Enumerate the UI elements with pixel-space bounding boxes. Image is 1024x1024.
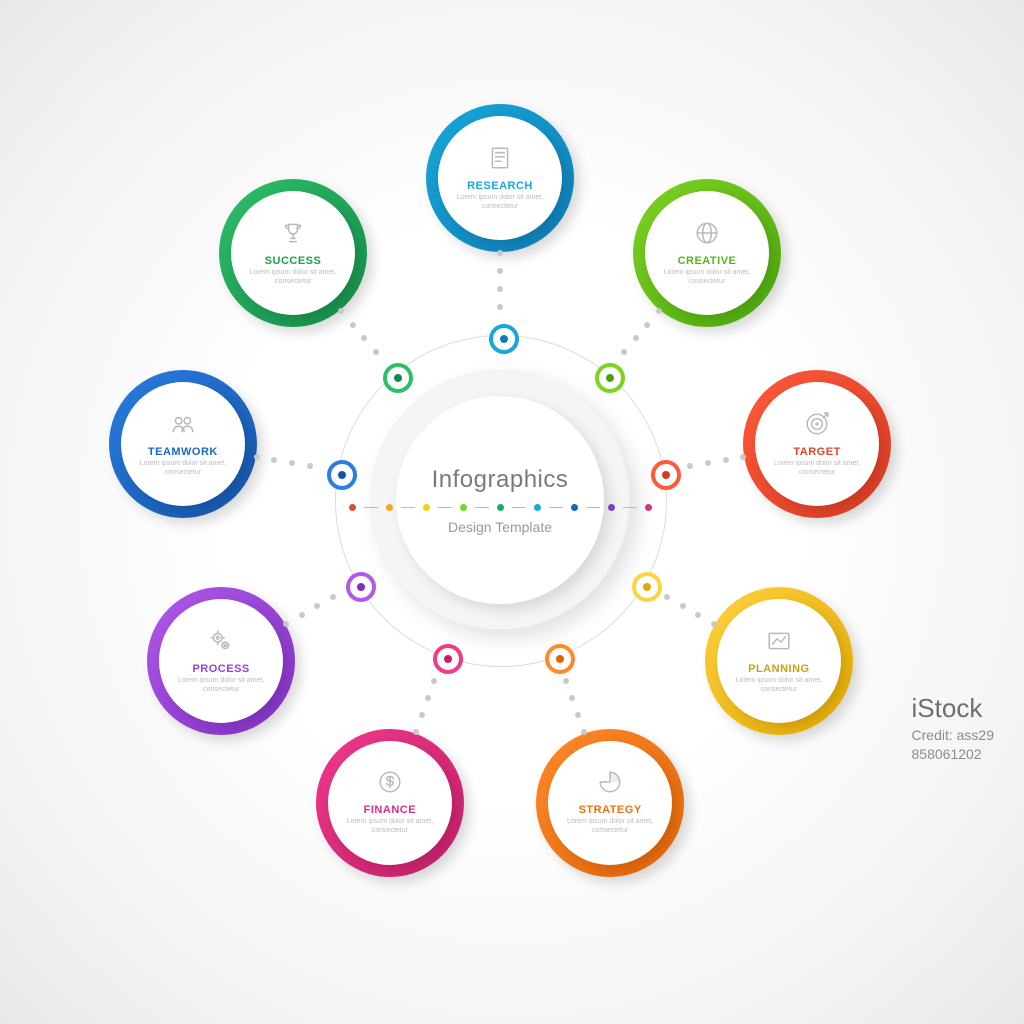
node-label: PROCESS (192, 663, 249, 675)
connector-pin (545, 644, 575, 674)
spoke-dot (299, 612, 305, 618)
pie-icon (597, 769, 623, 800)
center-subtitle: Design Template (448, 519, 552, 535)
node-lorem: Lorem ipsum dolor sit amet, consectetur (235, 269, 351, 287)
node-label: FINANCE (364, 804, 416, 816)
node-label: TEAMWORK (148, 446, 218, 458)
node-face: TARGET Lorem ipsum dolor sit amet, consec… (755, 382, 879, 506)
spoke-dot (413, 729, 419, 735)
spoke-dot (271, 457, 277, 463)
spoke-dot (621, 349, 627, 355)
spoke-dot (633, 335, 639, 341)
spoke-dot (283, 621, 289, 627)
chart-icon (766, 628, 792, 659)
watermark-credit: Credit: ass29 (912, 726, 994, 745)
node-target: TARGET Lorem ipsum dolor sit amet, consec… (743, 370, 891, 518)
spoke-dot (314, 603, 320, 609)
node-lorem: Lorem ipsum dolor sit amet, consectetur (442, 194, 558, 212)
spoke-dot (711, 621, 717, 627)
spoke-dot (289, 460, 295, 466)
center-divider-dots (349, 504, 652, 511)
node-label: STRATEGY (579, 804, 642, 816)
spoke-dot (307, 463, 313, 469)
spoke-dot (373, 349, 379, 355)
spoke-dot (664, 594, 670, 600)
node-strategy: STRATEGY Lorem ipsum dolor sit amet, cons… (536, 729, 684, 877)
watermark-id: 858061202 (912, 745, 994, 764)
connector-pin (632, 572, 662, 602)
node-lorem: Lorem ipsum dolor sit amet, consectetur (125, 460, 241, 478)
node-process: PROCESS Lorem ipsum dolor sit amet, conse… (147, 587, 295, 735)
node-label: TARGET (793, 446, 840, 458)
spoke-dot (254, 454, 260, 460)
node-label: CREATIVE (678, 255, 737, 267)
spoke-dot (687, 463, 693, 469)
spoke-dot (425, 695, 431, 701)
spoke-dot (419, 712, 425, 718)
connector-pin (595, 363, 625, 393)
trophy-icon (280, 220, 306, 251)
node-planning: PLANNING Lorem ipsum dolor sit amet, cons… (705, 587, 853, 735)
watermark-brand: iStock (912, 691, 994, 726)
spoke-dot (723, 457, 729, 463)
spoke-dot (563, 678, 569, 684)
stock-watermark: iStock Credit: ass29 858061202 (912, 691, 994, 764)
node-creative: CREATIVE Lorem ipsum dolor sit amet, cons… (633, 179, 781, 327)
node-label: SUCCESS (265, 255, 322, 267)
spoke-dot (431, 678, 437, 684)
node-face: STRATEGY Lorem ipsum dolor sit amet, cons… (548, 741, 672, 865)
spoke-dot (497, 268, 503, 274)
center-title: Infographics (432, 466, 569, 494)
node-face: PROCESS Lorem ipsum dolor sit amet, conse… (159, 599, 283, 723)
node-finance: FINANCE Lorem ipsum dolor sit amet, conse… (316, 729, 464, 877)
connector-pin (489, 324, 519, 354)
spoke-dot (350, 322, 356, 328)
spoke-dot (569, 695, 575, 701)
node-lorem: Lorem ipsum dolor sit amet, consectetur (332, 818, 448, 836)
node-lorem: Lorem ipsum dolor sit amet, consectetur (721, 677, 837, 695)
node-face: FINANCE Lorem ipsum dolor sit amet, conse… (328, 741, 452, 865)
node-face: RESEARCH Lorem ipsum dolor sit amet, cons… (438, 116, 562, 240)
spoke-dot (497, 304, 503, 310)
spoke-dot (680, 603, 686, 609)
spoke-dot (361, 335, 367, 341)
spoke-dot (705, 460, 711, 466)
node-research: RESEARCH Lorem ipsum dolor sit amet, cons… (426, 104, 574, 252)
connector-pin (383, 363, 413, 393)
node-success: SUCCESS Lorem ipsum dolor sit amet, conse… (219, 179, 367, 327)
spoke-dot (330, 594, 336, 600)
node-lorem: Lorem ipsum dolor sit amet, consectetur (163, 677, 279, 695)
dollar-icon (377, 769, 403, 800)
infographic-stage: Infographics Design Template iStock Cred… (0, 0, 1024, 1024)
center-inner-disc: Infographics Design Template (396, 396, 604, 604)
node-label: RESEARCH (467, 180, 533, 192)
target-icon (804, 411, 830, 442)
spoke-dot (497, 250, 503, 256)
node-lorem: Lorem ipsum dolor sit amet, consectetur (552, 818, 668, 836)
book-icon (487, 145, 513, 176)
connector-pin (346, 572, 376, 602)
spoke-dot (497, 286, 503, 292)
node-label: PLANNING (748, 663, 809, 675)
node-face: TEAMWORK Lorem ipsum dolor sit amet, cons… (121, 382, 245, 506)
spoke-dot (656, 308, 662, 314)
node-face: PLANNING Lorem ipsum dolor sit amet, cons… (717, 599, 841, 723)
spoke-dot (575, 712, 581, 718)
team-icon (170, 411, 196, 442)
spoke-dot (695, 612, 701, 618)
connector-pin (651, 460, 681, 490)
node-lorem: Lorem ipsum dolor sit amet, consectetur (649, 269, 765, 287)
node-face: SUCCESS Lorem ipsum dolor sit amet, conse… (231, 191, 355, 315)
node-face: CREATIVE Lorem ipsum dolor sit amet, cons… (645, 191, 769, 315)
globe-icon (694, 220, 720, 251)
spoke-dot (338, 308, 344, 314)
node-teamwork: TEAMWORK Lorem ipsum dolor sit amet, cons… (109, 370, 257, 518)
node-lorem: Lorem ipsum dolor sit amet, consectetur (759, 460, 875, 478)
connector-pin (327, 460, 357, 490)
spoke-dot (644, 322, 650, 328)
gears-icon (208, 628, 234, 659)
connector-pin (433, 644, 463, 674)
